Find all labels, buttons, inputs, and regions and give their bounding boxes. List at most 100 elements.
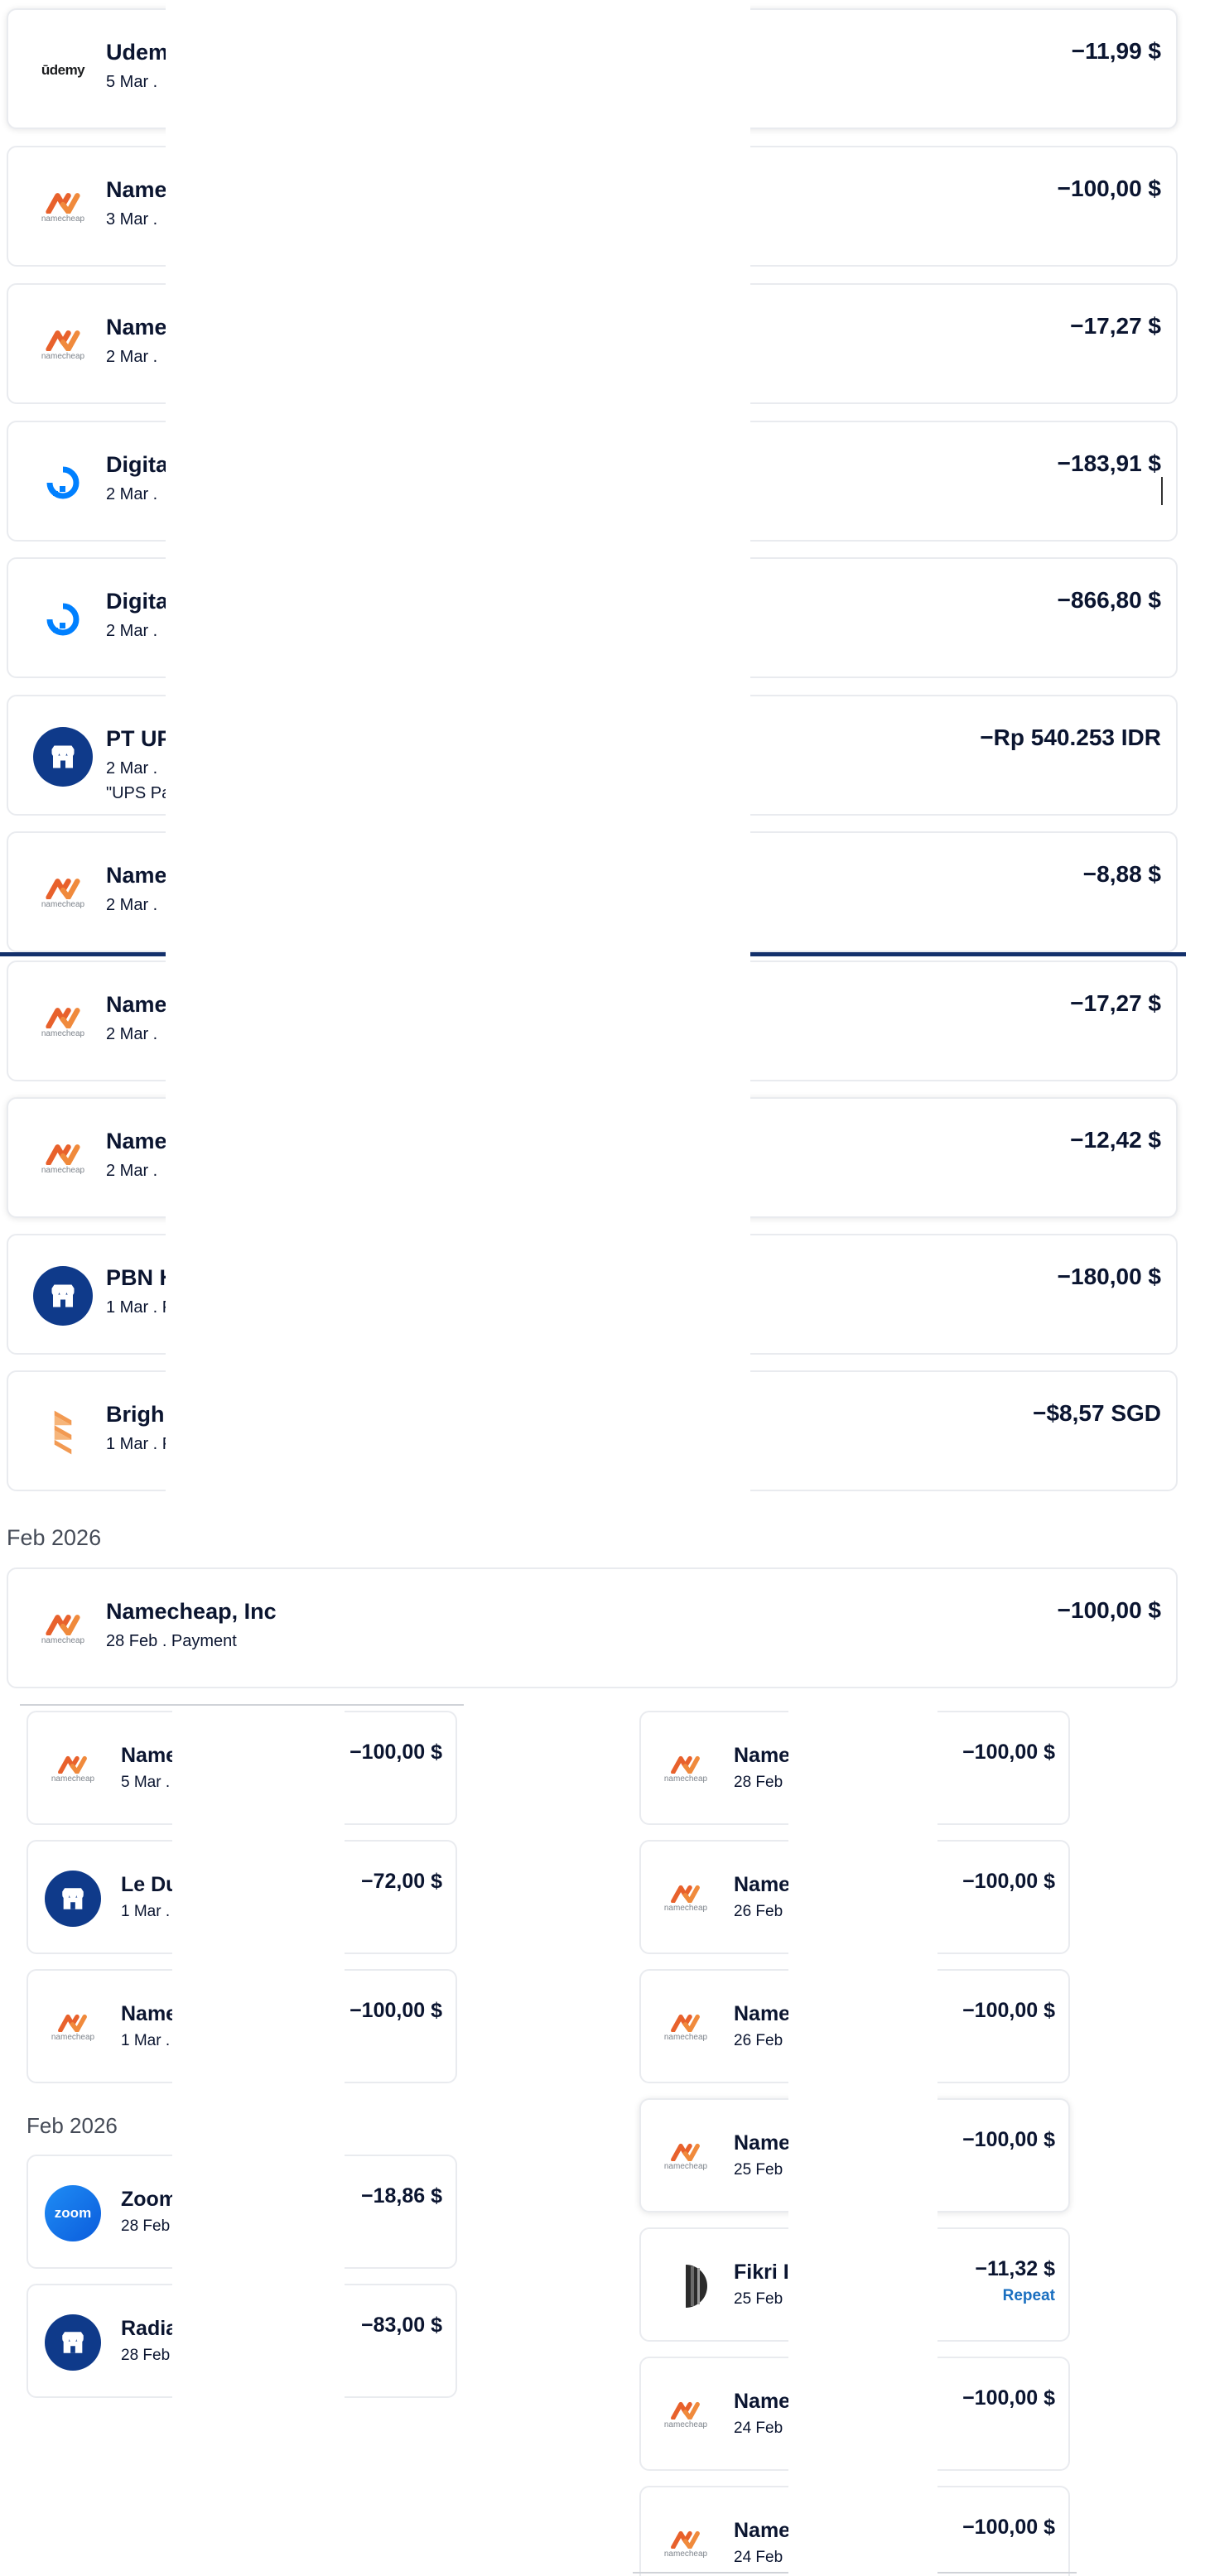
namecheap-wordmark: namecheap xyxy=(663,2550,708,2559)
blank-overlay xyxy=(166,0,750,1497)
namecheap-logo: namecheap xyxy=(664,2143,707,2171)
merchant-name: Name xyxy=(734,2002,791,2025)
transaction-amount: −100,00 $ xyxy=(962,2516,1055,2539)
separator xyxy=(20,1704,464,1706)
transaction-date: 2 Mar . xyxy=(106,1025,158,1043)
merchant-name: Radia xyxy=(121,2317,178,2340)
merchant-name: Udem xyxy=(106,40,169,65)
transaction-amount: −83,00 $ xyxy=(360,2314,442,2337)
merchant-logo: namecheap xyxy=(30,175,96,241)
store-icon xyxy=(33,727,93,787)
merchant-logo: ūdemy xyxy=(30,37,96,104)
transaction-amount: −17,27 $ xyxy=(1070,990,1161,1016)
merchant-name: Name xyxy=(106,992,167,1017)
merchant-logo: namecheap xyxy=(30,1596,96,1663)
transaction-date: 26 Feb xyxy=(734,2032,783,2049)
merchant-logo: namecheap xyxy=(658,2129,714,2185)
transaction-amount: −100,00 $ xyxy=(349,1741,442,1764)
section-header-feb-2026: Feb 2026 xyxy=(7,1525,102,1550)
merchant-name: Digita xyxy=(106,452,169,477)
merchant-name: Zoom xyxy=(121,2188,178,2211)
namecheap-logo: namecheap xyxy=(664,2530,707,2559)
merchant-logo xyxy=(30,450,96,516)
transaction-date: 25 Feb xyxy=(734,2290,783,2308)
transaction-amount: −100,00 $ xyxy=(1057,176,1161,201)
transaction-amount: −183,91 $ xyxy=(1057,450,1161,476)
namecheap-logo: namecheap xyxy=(41,1144,84,1175)
transaction-amount: −12,42 $ xyxy=(1070,1127,1161,1153)
merchant-logo xyxy=(658,2258,714,2314)
merchant-logo xyxy=(30,724,96,790)
section-header-feb-2026-left: Feb 2026 xyxy=(27,2113,118,2138)
transaction-amount: −100,00 $ xyxy=(962,2386,1055,2410)
digitalocean-logo xyxy=(46,466,80,499)
transaction-amount: −100,00 $ xyxy=(962,1999,1055,2022)
transaction-date: 26 Feb xyxy=(734,1903,783,1920)
namecheap-wordmark: namecheap xyxy=(41,352,85,361)
repeat-link[interactable]: Repeat xyxy=(1002,2287,1055,2304)
merchant-name: Name xyxy=(734,1744,791,1767)
transaction-date: 24 Feb xyxy=(734,2549,783,2566)
transaction-date: 1 Mar . xyxy=(121,2032,171,2049)
namecheap-wordmark: namecheap xyxy=(663,1904,708,1913)
merchant-name: Name xyxy=(734,2519,791,2542)
transaction-date: 3 Mar . xyxy=(106,210,158,229)
transaction-amount: −18,86 $ xyxy=(360,2184,442,2208)
namecheap-logo: namecheap xyxy=(664,1885,707,1913)
namecheap-wordmark: namecheap xyxy=(663,1774,708,1784)
text-cursor xyxy=(1161,477,1163,505)
transaction-date: 2 Mar . xyxy=(106,622,158,640)
namecheap-wordmark: namecheap xyxy=(41,214,85,224)
store-icon xyxy=(45,1871,101,1927)
transaction-date: 1 Mar . F xyxy=(106,1435,173,1453)
merchant-logo: namecheap xyxy=(30,860,96,927)
namecheap-logo: namecheap xyxy=(51,1755,94,1784)
blank-overlay xyxy=(172,1711,345,2398)
merchant-name: PBN H xyxy=(106,1265,176,1290)
merchant-logo xyxy=(45,1871,101,1927)
transaction-amount: −100,00 $ xyxy=(1057,1597,1161,1623)
merchant-logo: namecheap xyxy=(45,2000,101,2056)
transaction-date: 2 Mar . xyxy=(106,1162,158,1180)
merchant-name: PT UP xyxy=(106,726,172,751)
merchant-logo: namecheap xyxy=(658,2387,714,2444)
transaction-date: 2 Mar . xyxy=(106,485,158,503)
namecheap-wordmark: namecheap xyxy=(663,2033,708,2042)
transaction-amount: −100,00 $ xyxy=(962,1741,1055,1764)
transaction-amount: −866,80 $ xyxy=(1057,587,1161,613)
namecheap-logo: namecheap xyxy=(664,2401,707,2429)
namecheap-wordmark: namecheap xyxy=(663,2420,708,2429)
merchant-name: Name xyxy=(106,315,167,339)
merchant-name: Name xyxy=(734,2390,791,2413)
namecheap-wordmark: namecheap xyxy=(41,1636,85,1645)
merchant-logo: namecheap xyxy=(30,989,96,1056)
merchant-name: Fikri I xyxy=(734,2261,789,2284)
merchant-name: Digita xyxy=(106,589,169,614)
udemy-logo: ūdemy xyxy=(41,62,85,78)
transaction-amount: −17,27 $ xyxy=(1070,313,1161,339)
namecheap-wordmark: namecheap xyxy=(663,2162,708,2171)
merchant-logo xyxy=(30,1399,96,1466)
namecheap-wordmark: namecheap xyxy=(41,1029,85,1038)
merchant-logo: namecheap xyxy=(658,1741,714,1798)
transaction-date: 28 Feb . Payment xyxy=(106,1632,237,1650)
merchant-logo xyxy=(45,2314,101,2371)
namecheap-wordmark: namecheap xyxy=(51,1774,95,1784)
transaction-date: 5 Mar . xyxy=(121,1774,171,1791)
namecheap-wordmark: namecheap xyxy=(41,900,85,909)
merchant-name: Name xyxy=(734,2131,791,2155)
store-icon xyxy=(33,1266,93,1326)
transaction-amount: −180,00 $ xyxy=(1057,1264,1161,1289)
merchant-name: Name xyxy=(121,2002,178,2025)
transaction-amount: −11,99 $ xyxy=(1071,38,1161,64)
transaction-card[interactable]: namecheap Namecheap, Inc 28 Feb . Paymen… xyxy=(7,1567,1178,1688)
merchant-name: Name xyxy=(106,863,167,888)
namecheap-logo: namecheap xyxy=(664,1755,707,1784)
merchant-logo: namecheap xyxy=(658,2000,714,2056)
store-icon xyxy=(45,2314,101,2371)
merchant-logo: namecheap xyxy=(658,2516,714,2573)
namecheap-wordmark: namecheap xyxy=(51,2033,95,2042)
transaction-date: 25 Feb xyxy=(734,2161,783,2179)
transaction-date: 1 Mar . F xyxy=(106,1298,173,1317)
